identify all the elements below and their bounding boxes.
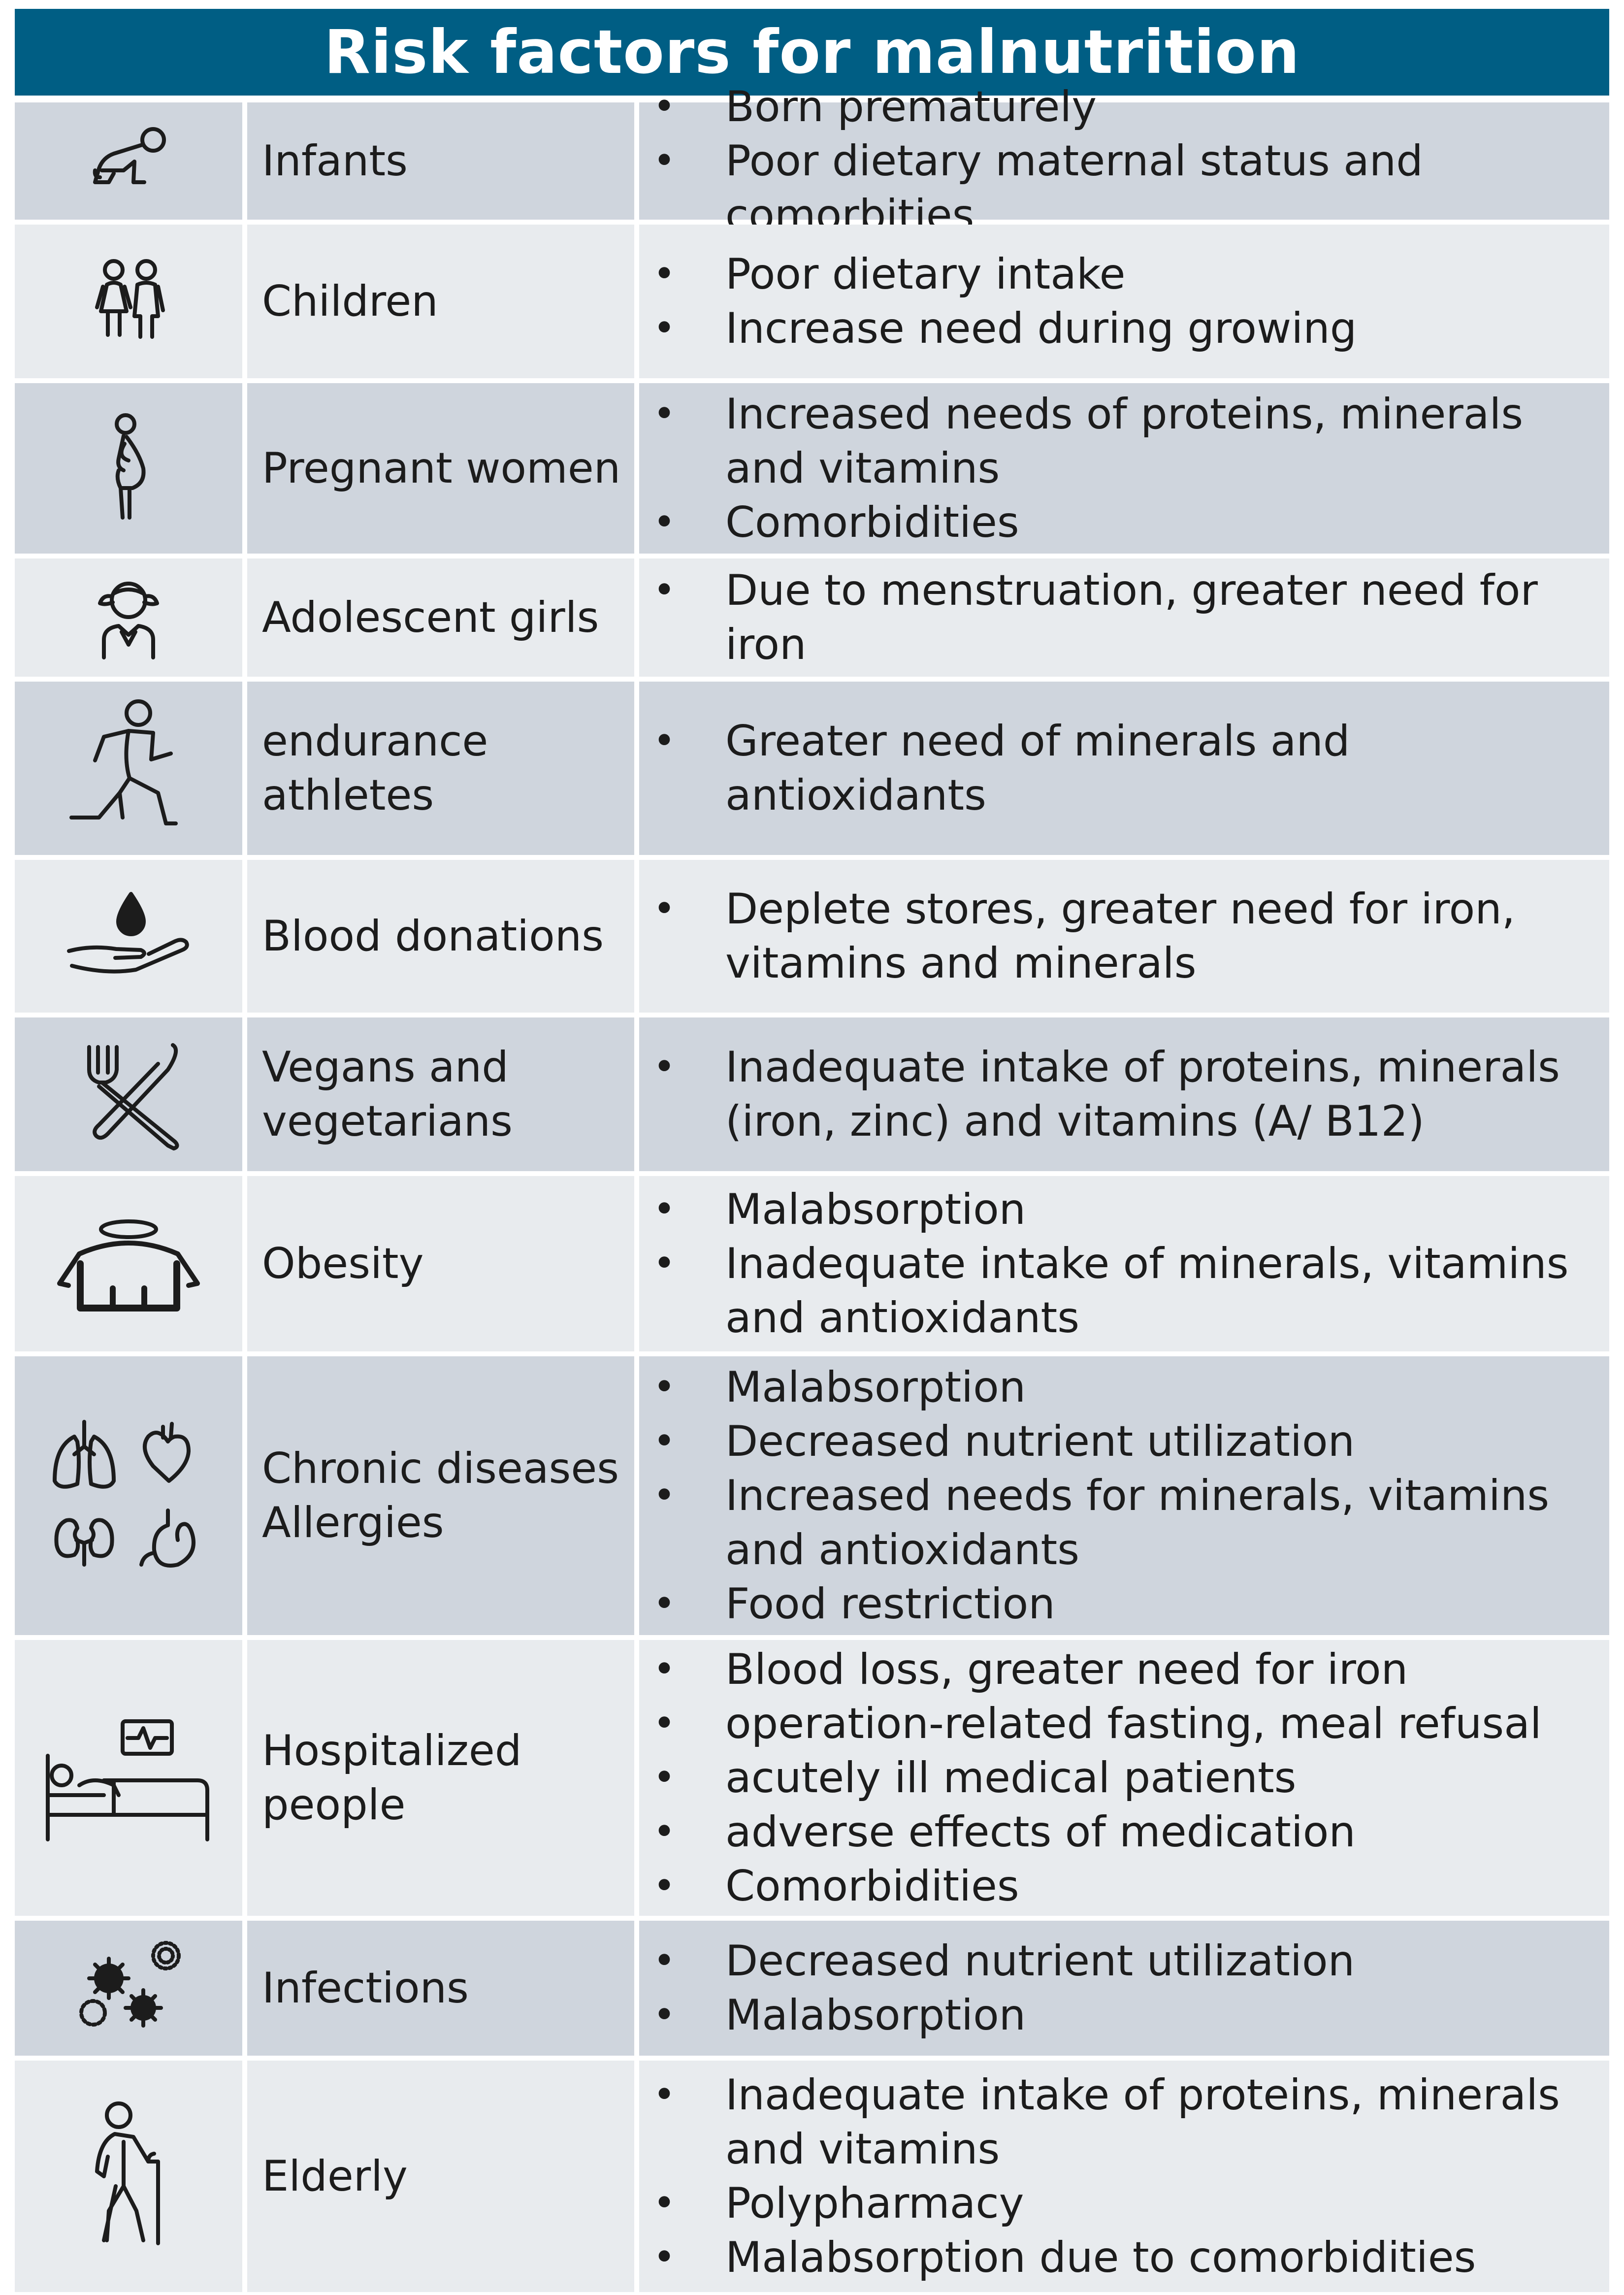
blood-donation-icon: [15, 860, 242, 1013]
hospital-bed-icon: [15, 1640, 242, 1916]
group-label: Chronic diseases Allergies: [247, 1356, 634, 1635]
factor-item: Deplete stores, greater need for iron, v…: [639, 882, 1609, 990]
factor-list: Inadequate intake of proteins, minerals …: [639, 1017, 1609, 1171]
factor-item: Greater need of minerals and antioxidant…: [639, 714, 1609, 822]
group-label: Pregnant women: [247, 383, 634, 554]
elderly-person-icon: [15, 2061, 242, 2292]
factor-item: Blood loss, greater need for iron: [639, 1642, 1609, 1697]
factor-list: Poor dietary intake Increase need during…: [639, 225, 1609, 378]
group-label: Blood donations: [247, 860, 634, 1013]
table-row: Infections Decreased nutrient utilizatio…: [15, 1921, 1609, 2056]
table-row: Pregnant women Increased needs of protei…: [15, 383, 1609, 554]
group-label: Obesity: [247, 1176, 634, 1351]
group-label: Infections: [247, 1921, 634, 2056]
table-row: Chronic diseases Allergies Malabsorption…: [15, 1356, 1609, 1635]
table-row: Vegans and vegetarians Inadequate intake…: [15, 1017, 1609, 1171]
table-row: Blood donations Deplete stores, greater …: [15, 860, 1609, 1013]
factor-item: Polypharmacy: [639, 2176, 1609, 2230]
factor-list: Due to menstruation, greater need for ir…: [639, 558, 1609, 677]
factor-item: Born prematurely: [639, 80, 1609, 134]
fork-knife-icon: [15, 1017, 242, 1171]
factor-item: Malabsorption: [639, 1360, 1609, 1414]
group-label: Infants: [247, 102, 634, 220]
factor-list: Inadequate intake of proteins, minerals …: [639, 2061, 1609, 2292]
table-row: endurance athletes Greater need of miner…: [15, 682, 1609, 855]
pregnant-woman-icon: [15, 383, 242, 554]
crawling-baby-icon: [15, 102, 242, 220]
table-row: Obesity Malabsorption Inadequate intake …: [15, 1176, 1609, 1351]
factor-item: Food restriction: [639, 1577, 1609, 1631]
table-row: Infants Born prematurely Poor dietary ma…: [15, 80, 1609, 240]
factor-item: acutely ill medical patients: [639, 1751, 1609, 1805]
factor-item: adverse effects of medication: [639, 1805, 1609, 1859]
factor-item: Inadequate intake of proteins, minerals …: [639, 2068, 1609, 2176]
factor-list: Blood loss, greater need for iron operat…: [639, 1640, 1609, 1916]
factor-item: Due to menstruation, greater need for ir…: [639, 563, 1609, 672]
factor-item: Poor dietary intake: [639, 247, 1609, 301]
group-label: Hospitalized people: [247, 1640, 634, 1916]
group-label: Children: [247, 225, 634, 378]
factor-item: Malabsorption due to comorbidities: [639, 2230, 1609, 2285]
factor-list: Increased needs of proteins, minerals an…: [639, 383, 1609, 554]
table-row: Adolescent girls Due to menstruation, gr…: [15, 558, 1609, 677]
factor-item: Comorbidities: [639, 495, 1609, 550]
table-row: Hospitalized people Blood loss, greater …: [15, 1640, 1609, 1916]
factor-list: Malabsorption Inadequate intake of miner…: [639, 1176, 1609, 1351]
factor-list: Decreased nutrient utilization Malabsorp…: [639, 1921, 1609, 2056]
factor-item: Decreased nutrient utilization: [639, 1934, 1609, 1988]
factor-item: operation-related fasting, meal refusal: [639, 1697, 1609, 1751]
factor-item: Increased needs for minerals, vitamins a…: [639, 1469, 1609, 1577]
factor-list: Malabsorption Decreased nutrient utiliza…: [639, 1356, 1609, 1635]
germs-icon: [15, 1921, 242, 2056]
organs-icon: [15, 1356, 242, 1635]
factor-item: Increased needs of proteins, minerals an…: [639, 387, 1609, 495]
factor-item: Decreased nutrient utilization: [639, 1414, 1609, 1469]
girl-icon: [15, 558, 242, 677]
group-label: Elderly: [247, 2061, 634, 2292]
table-row: Elderly Inadequate intake of proteins, m…: [15, 2061, 1609, 2292]
group-label: endurance athletes: [247, 682, 634, 855]
group-label: Vegans and vegetarians: [247, 1017, 634, 1171]
factor-list: Born prematurely Poor dietary maternal s…: [639, 80, 1609, 240]
factor-item: Comorbidities: [639, 1859, 1609, 1913]
runner-icon: [15, 682, 242, 855]
factor-list: Deplete stores, greater need for iron, v…: [639, 860, 1609, 1013]
factor-item: Malabsorption: [639, 1988, 1609, 2042]
children-icon: [15, 225, 242, 378]
factor-item: Malabsorption: [639, 1182, 1609, 1237]
factor-list: Greater need of minerals and antioxidant…: [639, 682, 1609, 855]
table-row: Children Poor dietary intake Increase ne…: [15, 225, 1609, 378]
group-label: Adolescent girls: [247, 558, 634, 677]
factor-item: Increase need during growing: [639, 301, 1609, 356]
factor-item: Inadequate intake of minerals, vitamins …: [639, 1237, 1609, 1345]
obese-body-icon: [15, 1176, 242, 1351]
factor-item: Inadequate intake of proteins, minerals …: [639, 1040, 1609, 1148]
